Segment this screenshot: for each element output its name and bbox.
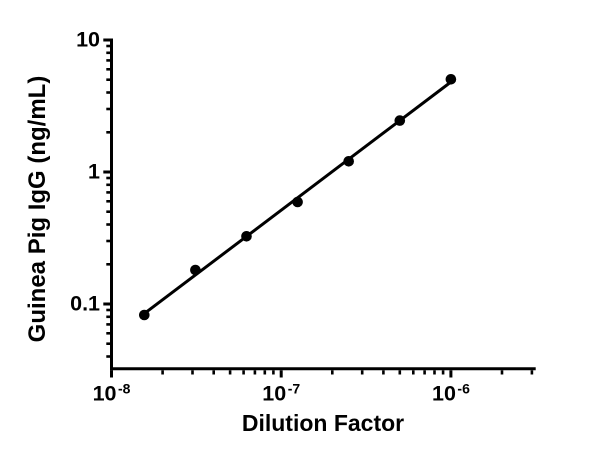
svg-text:Guinea Pig IgG (ng/mL): Guinea Pig IgG (ng/mL) bbox=[24, 76, 51, 343]
svg-text:0.1: 0.1 bbox=[70, 292, 100, 316]
svg-text:10: 10 bbox=[76, 28, 100, 52]
svg-text:1: 1 bbox=[88, 160, 100, 184]
svg-text:Dilution Factor: Dilution Factor bbox=[242, 410, 404, 436]
